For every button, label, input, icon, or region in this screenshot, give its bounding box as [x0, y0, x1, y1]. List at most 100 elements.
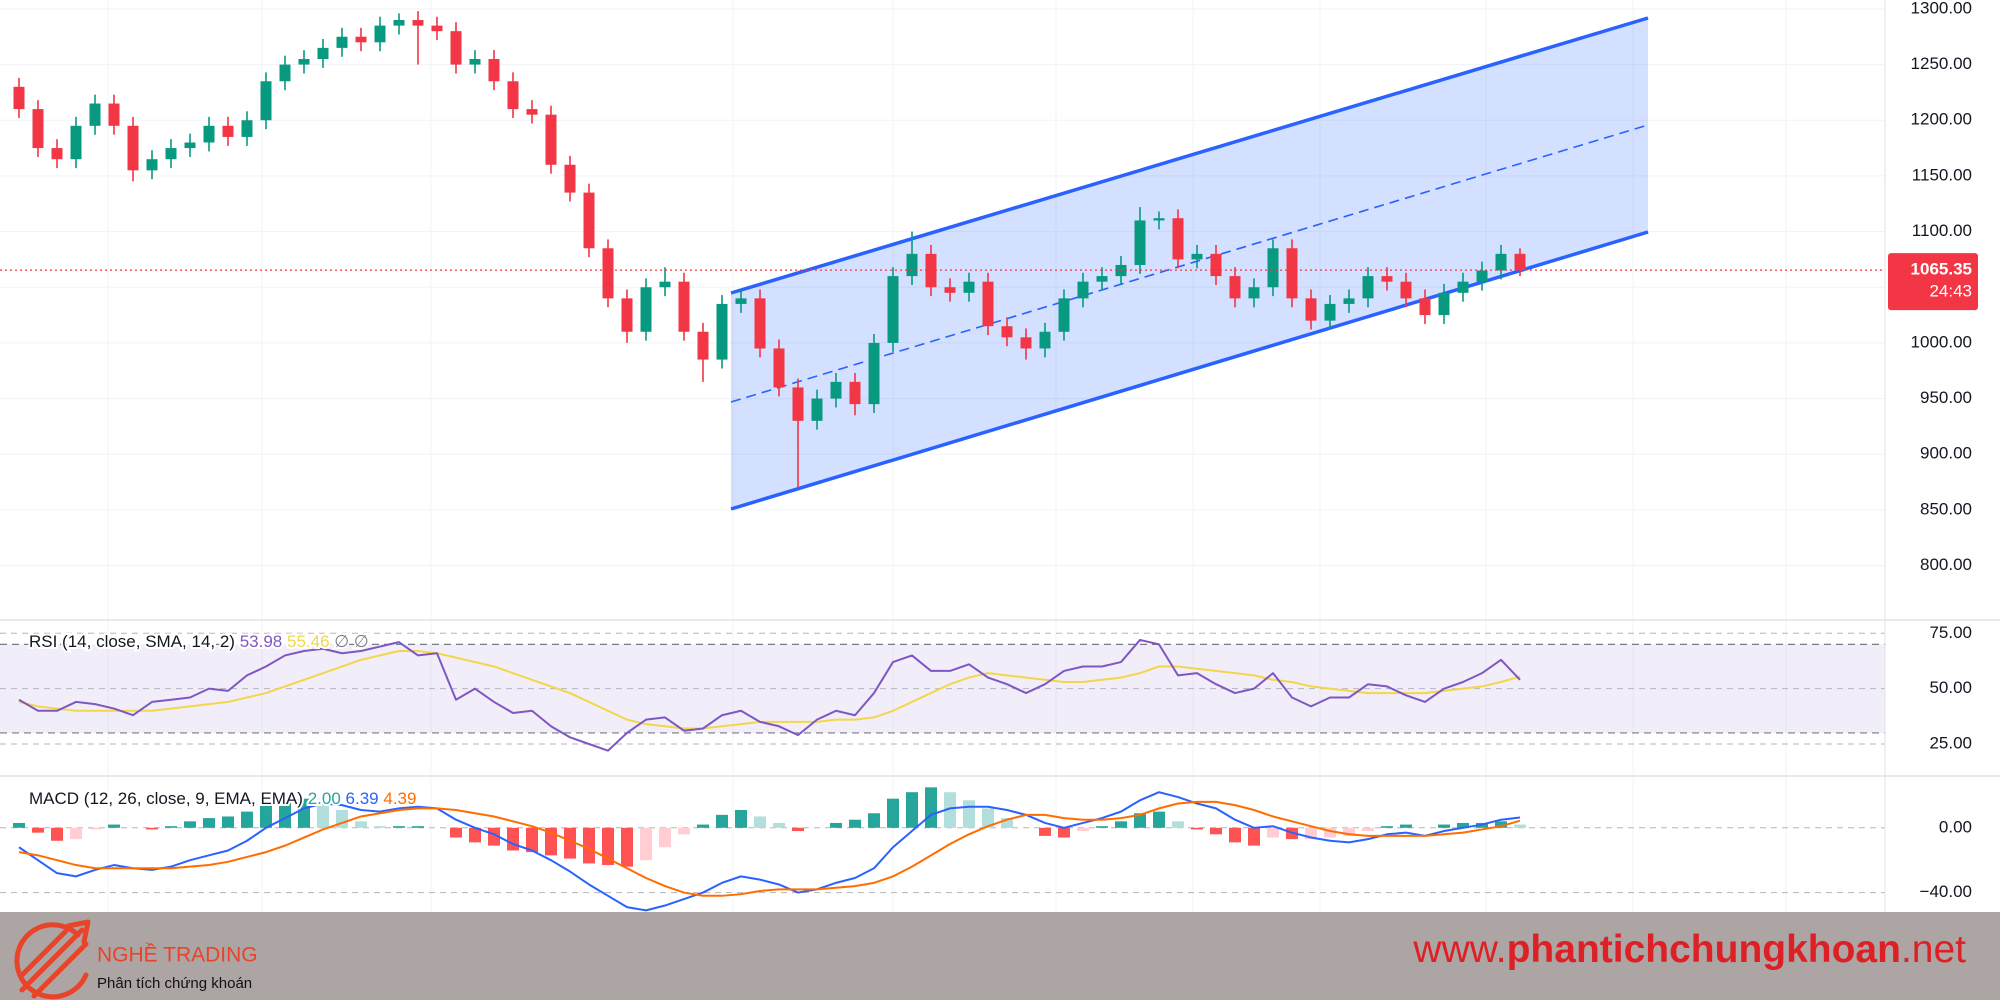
- candle-body: [450, 31, 462, 65]
- candle-body: [849, 381, 861, 405]
- candle-body: [602, 248, 614, 299]
- histogram-bar: [51, 827, 63, 841]
- candle-body: [507, 81, 519, 110]
- y-tick-label: 25.00: [1929, 733, 1972, 752]
- url-part: phantichchungkhoan: [1507, 928, 1901, 971]
- candle-body: [374, 25, 386, 43]
- channel-upper: [730, 16, 1649, 295]
- candle-body: [469, 59, 481, 65]
- histogram-bar: [1324, 827, 1336, 838]
- candle-body: [127, 125, 139, 171]
- candle-body: [716, 303, 728, 360]
- histogram-bar: [108, 824, 120, 828]
- y-tick-label: 75.00: [1929, 623, 1972, 642]
- rsi-legend-value: 55.46: [287, 632, 330, 651]
- candle-body: [184, 142, 196, 149]
- candle-body: [51, 148, 63, 160]
- candle-body: [583, 192, 595, 249]
- histogram-bar: [1001, 818, 1013, 828]
- y-tick-label: 850.00: [1920, 499, 1972, 518]
- candle-body: [1229, 276, 1241, 299]
- candle-body: [982, 281, 994, 327]
- candle-body: [1267, 248, 1279, 288]
- rsi-legend-value: 53.98: [240, 632, 283, 651]
- candle-body: [1096, 276, 1108, 282]
- histogram-bar: [640, 827, 652, 861]
- histogram-bar: [241, 811, 253, 828]
- candle-body: [526, 109, 538, 115]
- candle-body: [203, 125, 215, 143]
- histogram-bar: [906, 792, 918, 828]
- candle-body: [165, 148, 177, 160]
- histogram-bar: [450, 827, 462, 838]
- y-tick-label: 1200.00: [1911, 110, 1972, 129]
- footer: NGHỀ TRADING Phân tích chứng khoán www.p…: [0, 912, 2000, 1000]
- candle-body: [336, 36, 348, 48]
- y-tick-label: 1000.00: [1911, 332, 1972, 351]
- histogram-bar: [374, 826, 386, 828]
- y-tick-label: 1300.00: [1911, 0, 1972, 17]
- y-tick-label: 900.00: [1920, 444, 1972, 463]
- histogram-bar: [317, 801, 329, 828]
- candle-body: [792, 387, 804, 421]
- histogram-bar: [887, 798, 899, 828]
- histogram-bar: [184, 821, 196, 828]
- axes: 800.00850.00900.00950.001000.001050.0011…: [1884, 0, 1978, 912]
- macd-legend-value: 6.39: [346, 789, 379, 808]
- histogram-bar: [1229, 827, 1241, 843]
- candle-body: [32, 109, 44, 149]
- histogram-bar: [469, 827, 481, 843]
- candle-body: [1134, 220, 1146, 265]
- candle-body: [1381, 276, 1393, 282]
- histogram-bar: [1438, 824, 1450, 828]
- histogram-bar: [868, 813, 880, 828]
- website[interactable]: www.phantichchungkhoan.net: [1412, 928, 1966, 971]
- price-tag: [1888, 253, 1978, 311]
- candle-body: [1039, 331, 1051, 349]
- histogram-bar: [32, 827, 44, 833]
- histogram-bar: [1058, 827, 1070, 838]
- macd-pane: [0, 787, 1885, 912]
- histogram-bar: [1153, 811, 1165, 828]
- histogram-bar: [1305, 827, 1317, 840]
- histogram-bar: [165, 826, 177, 828]
- histogram-bar: [1267, 827, 1279, 838]
- histogram-bar: [1077, 827, 1089, 832]
- histogram-bar: [1172, 821, 1184, 828]
- rsi-legend-value: ∅: [354, 632, 369, 651]
- channel-lower: [730, 230, 1649, 511]
- histogram-bar: [697, 824, 709, 828]
- candle-body: [89, 103, 101, 126]
- histogram-bar: [1362, 827, 1374, 832]
- histogram-bar: [279, 800, 291, 828]
- histogram-bar: [944, 792, 956, 828]
- candle-body: [1305, 298, 1317, 321]
- histogram-bar: [13, 822, 25, 828]
- candle-body: [317, 47, 329, 60]
- candle-body: [963, 281, 975, 293]
- candle-body: [1153, 218, 1165, 221]
- y-tick-label: 1250.00: [1911, 54, 1972, 73]
- candle-body: [1248, 287, 1260, 299]
- histogram-bar: [526, 827, 538, 853]
- macd-legend-title: MACD (12, 26, close, 9, EMA, EMA): [29, 789, 303, 808]
- candle-body: [1172, 218, 1184, 260]
- candle-body: [887, 276, 899, 343]
- candle-body: [488, 59, 500, 82]
- candle-body: [944, 287, 956, 293]
- histogram-bar: [621, 827, 633, 867]
- candle-body: [697, 331, 709, 360]
- price-tag-countdown: 24:43: [1929, 282, 1972, 301]
- brand: NGHỀ TRADING: [97, 944, 258, 967]
- candle-body: [735, 298, 747, 304]
- url-part: www.: [1412, 928, 1506, 971]
- histogram-bar: [507, 827, 519, 851]
- histogram-bar: [260, 803, 272, 828]
- histogram-bar: [203, 818, 215, 828]
- macd-legend-value: 4.39: [383, 789, 416, 808]
- histogram-bar: [849, 819, 861, 828]
- candle-body: [1210, 253, 1222, 277]
- histogram-bar: [355, 821, 367, 828]
- histogram-bar: [925, 787, 937, 828]
- candle-body: [260, 81, 272, 121]
